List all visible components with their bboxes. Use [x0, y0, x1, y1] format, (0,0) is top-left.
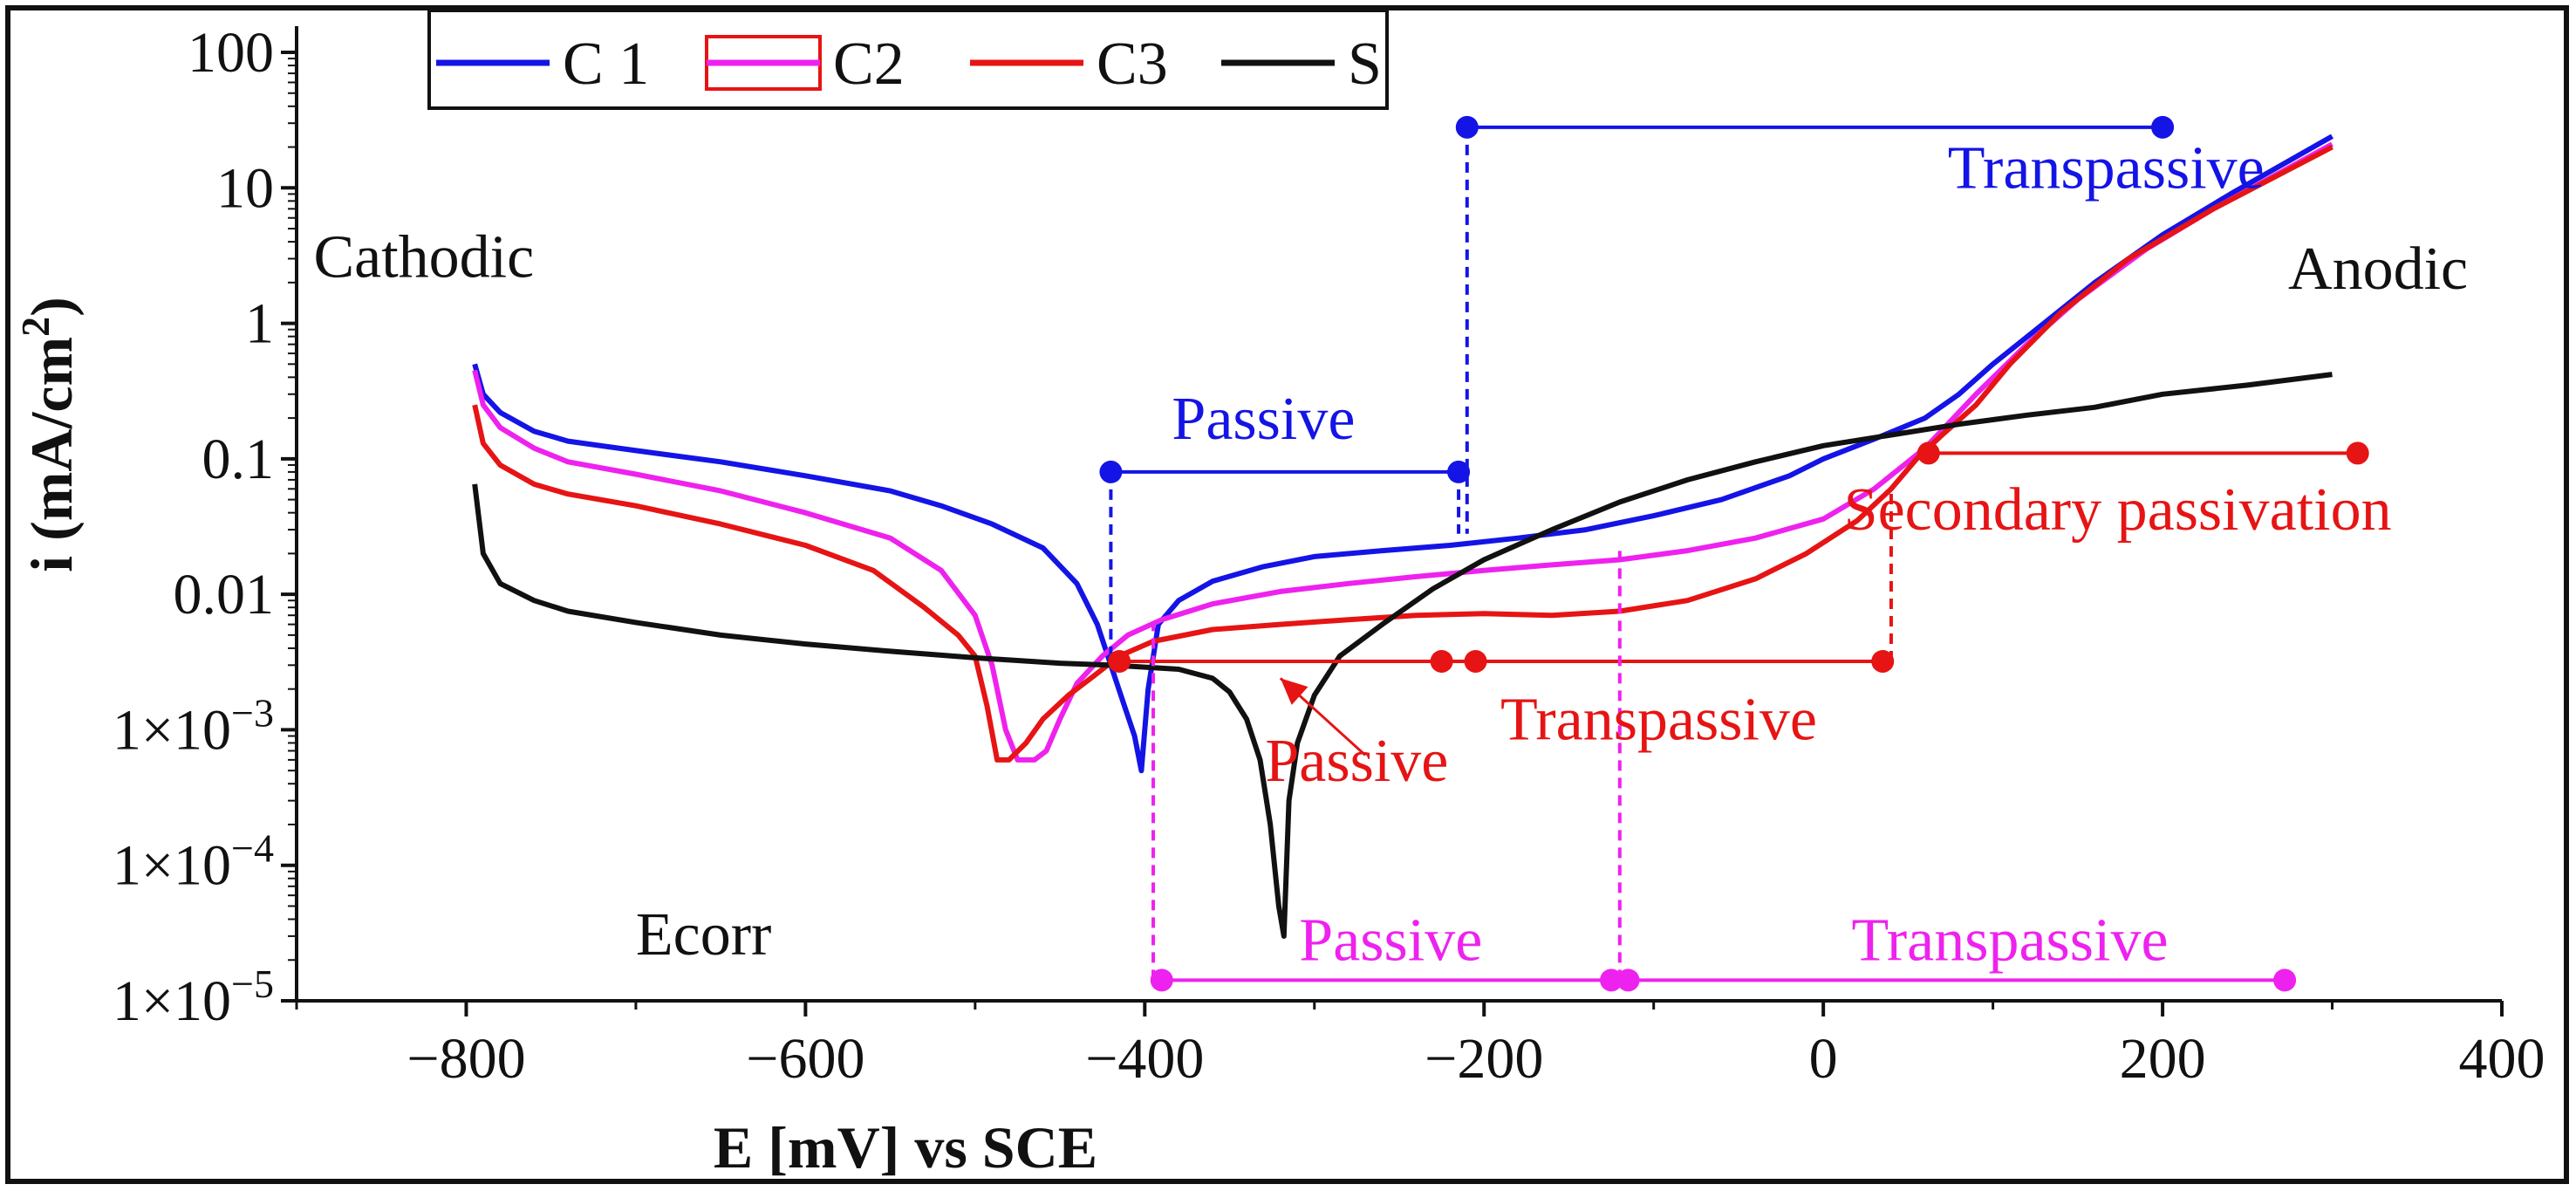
y-tick-label: 0.1 — [202, 428, 275, 491]
range-marker — [1464, 649, 1487, 673]
range-marker — [1616, 969, 1640, 992]
range-marker — [1099, 460, 1123, 483]
annotation-label: Passive — [1299, 907, 1482, 974]
x-tick-label: −200 — [1425, 1027, 1543, 1091]
passive-arrow-head — [1280, 678, 1308, 705]
x-tick-label: 200 — [2120, 1027, 2206, 1091]
y-tick-label-exponent: −5 — [231, 962, 274, 1006]
series-line-c1 — [472, 133, 2333, 774]
x-tick-label: 0 — [1809, 1027, 1838, 1091]
legend-label: C3 — [1097, 31, 1168, 98]
annotation-label: Transpassive — [1852, 907, 2169, 974]
annotation-label: Transpassive — [1500, 686, 1817, 753]
y-tick-label: 1×10−5 — [113, 962, 274, 1033]
legend-label: S — [1348, 31, 1382, 98]
y-axis-title: i (mA/cm2) — [13, 297, 85, 572]
y-tick-label-exponent: −3 — [231, 690, 274, 735]
y-tick-label-base: 1×10 — [113, 969, 231, 1033]
annotation-label: Passive — [1265, 728, 1448, 795]
legend-box — [427, 9, 1389, 110]
legend-label: C 1 — [563, 31, 649, 98]
legend: C 1 C2 C3 S — [427, 9, 1389, 110]
range-marker — [1455, 115, 1479, 139]
y-tick-label: 100 — [188, 21, 274, 85]
annotation-label: Transpassive — [1948, 134, 2265, 202]
y-tick-label-base: 1×10 — [113, 834, 231, 898]
y-tick-label-base: 1 — [245, 292, 274, 356]
series-line-c2 — [472, 141, 2333, 763]
range-marker — [2273, 969, 2297, 992]
range-marker — [2151, 115, 2175, 139]
annotation-label: Secondary passivation — [1844, 476, 2392, 544]
range-marker — [1108, 649, 1131, 673]
y-tick-label-base: 1×10 — [113, 698, 231, 762]
x-tick-label: −400 — [1085, 1027, 1204, 1091]
chart-frame — [5, 5, 2569, 1184]
x-tick-label: 400 — [2459, 1027, 2545, 1091]
range-marker — [1150, 969, 1173, 992]
range-marker — [1871, 649, 1895, 673]
annotations: Cathodic Anodic Ecorr Transpassive Passive Se… — [313, 134, 2468, 974]
annotation-label: Passive — [1172, 386, 1355, 453]
x-tick-label: −600 — [746, 1027, 864, 1091]
annotation-label: Ecorr — [636, 901, 771, 969]
x-axis-title: E [mV] vs SCE — [714, 1114, 1097, 1181]
annotation-label: Cathodic — [313, 223, 534, 291]
y-tick-label: 1 — [245, 292, 274, 356]
y-tick-label-base: 0.1 — [202, 428, 275, 491]
y-tick-label: 0.01 — [174, 563, 275, 626]
x-tick-label: −800 — [407, 1027, 525, 1091]
range-marker — [1600, 969, 1623, 992]
range-marker — [2346, 441, 2369, 465]
annotation-label: Anodic — [2288, 236, 2468, 303]
range-marker — [1447, 460, 1471, 483]
y-tick-label: 1×10−3 — [113, 690, 274, 762]
y-tick-label: 10 — [216, 156, 274, 220]
range-marker — [1430, 649, 1453, 673]
y-tick-label: 1×10−4 — [113, 826, 274, 898]
series-line-s — [472, 372, 2333, 939]
y-tick-label-base: 10 — [216, 156, 274, 220]
range-marker — [1917, 441, 1940, 465]
axes: −800 −600 −400 −200 0 200 400 100 10 1 0.1 0.01 1×10… — [113, 21, 2545, 1091]
y-tick-label-base: 0.01 — [174, 563, 275, 626]
y-tick-label-exponent: −4 — [231, 826, 274, 871]
y-tick-label-base: 100 — [188, 21, 274, 85]
range-markers — [1099, 115, 2369, 992]
legend-label: C2 — [833, 31, 905, 98]
